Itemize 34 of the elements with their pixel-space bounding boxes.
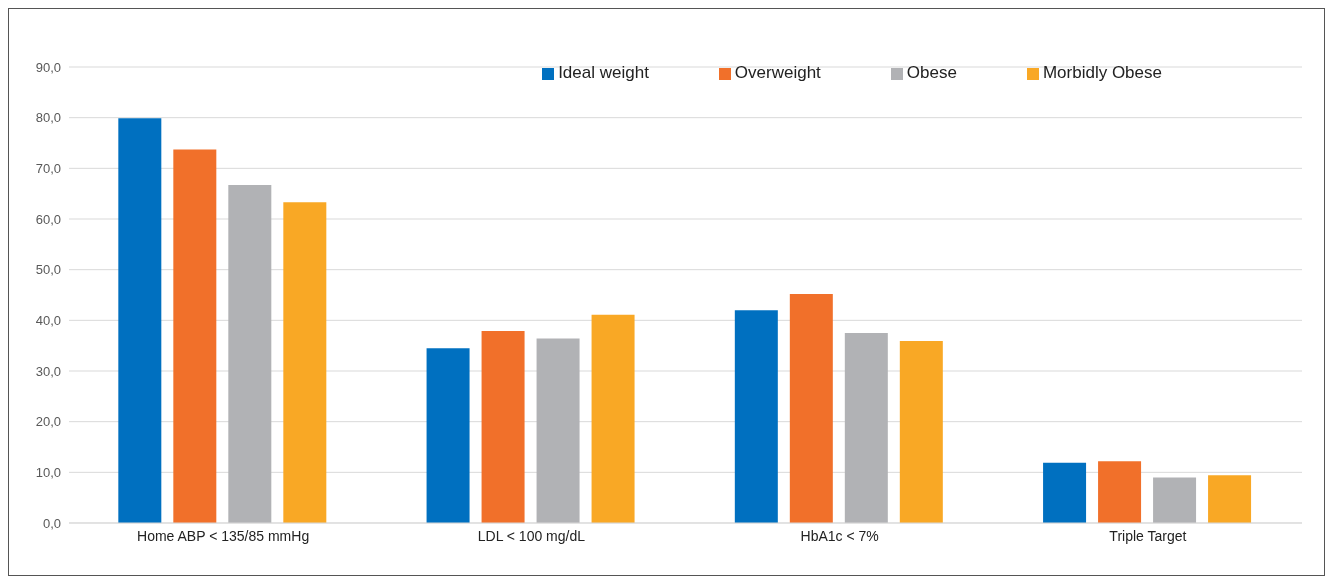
y-tick-label: 50,0 bbox=[35, 262, 61, 278]
y-tick-label: 0,0 bbox=[42, 515, 61, 531]
x-tick-label: LDL < 100 mg/dL bbox=[477, 527, 586, 544]
bar bbox=[1153, 477, 1197, 523]
bar bbox=[591, 314, 635, 523]
legend-label: Obese bbox=[906, 63, 957, 82]
bar bbox=[734, 310, 778, 523]
legend-label: Ideal weight bbox=[558, 63, 649, 82]
x-tick-label: HbA1c < 7% bbox=[800, 527, 879, 544]
bar bbox=[481, 330, 525, 523]
bar bbox=[228, 185, 272, 523]
y-tick-label: 40,0 bbox=[35, 312, 61, 328]
bar bbox=[789, 293, 833, 523]
bar bbox=[118, 118, 162, 523]
y-tick-label: 80,0 bbox=[35, 110, 61, 126]
y-tick-label: 90,0 bbox=[35, 59, 61, 75]
bar bbox=[844, 333, 888, 523]
bar bbox=[899, 341, 943, 523]
legend-label: Morbidly Obese bbox=[1042, 63, 1162, 82]
bar bbox=[1208, 475, 1252, 523]
bar bbox=[1043, 462, 1087, 523]
bar bbox=[536, 338, 580, 523]
bar bbox=[283, 202, 327, 523]
y-tick-label: 60,0 bbox=[35, 211, 61, 227]
y-tick-label: 30,0 bbox=[35, 363, 61, 379]
y-tick-label: 10,0 bbox=[35, 464, 61, 480]
x-tick-label: Home ABP < 135/85 mmHg bbox=[137, 527, 310, 544]
bar bbox=[1098, 461, 1142, 523]
legend-label: Overweight bbox=[734, 63, 821, 82]
y-tick-label: 70,0 bbox=[35, 160, 61, 176]
bar bbox=[426, 348, 470, 523]
x-tick-label: Triple Target bbox=[1109, 527, 1187, 544]
y-tick-label: 20,0 bbox=[35, 414, 61, 430]
bar bbox=[173, 149, 217, 523]
